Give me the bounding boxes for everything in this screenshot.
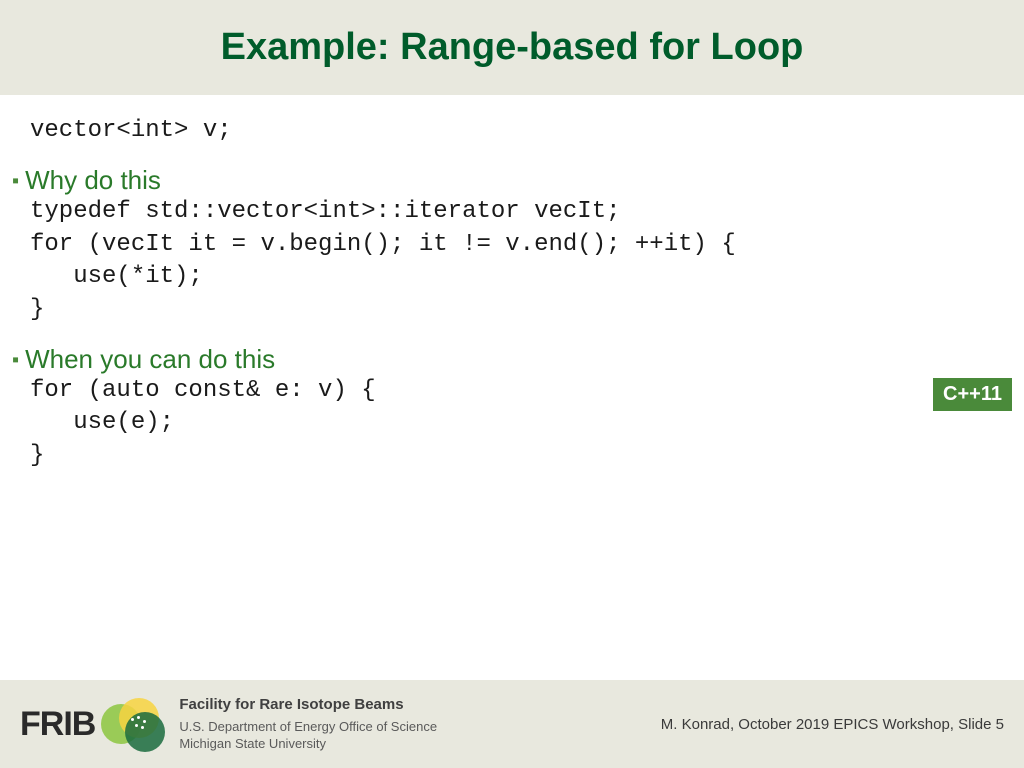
frib-logo-icon [101, 698, 165, 750]
footer-slide-info: M. Konrad, October 2019 EPICS Workshop, … [661, 716, 1004, 733]
footer: FRIB Facility for Rare Isotope Beams U.S… [0, 680, 1024, 768]
footer-line3: Michigan State University [179, 735, 437, 753]
section-header: ▪ Why do this [12, 165, 994, 196]
section-header: ▪ When you can do this [12, 344, 994, 375]
footer-org-text: Facility for Rare Isotope Beams U.S. Dep… [179, 695, 437, 752]
content-area: vector<int> v; ▪ Why do this typedef std… [0, 95, 1024, 472]
frib-logo-text: FRIB [20, 705, 95, 744]
bullet-icon: ▪ [12, 170, 19, 192]
section-code: typedef std::vector<int>::iterator vecIt… [30, 196, 994, 326]
slide-title: Example: Range-based for Loop [221, 26, 804, 69]
section-why: ▪ Why do this typedef std::vector<int>::… [30, 165, 994, 326]
cpp-version-badge: C++11 [933, 378, 1012, 411]
footer-line1: Facility for Rare Isotope Beams [179, 695, 437, 715]
footer-line2: U.S. Department of Energy Office of Scie… [179, 718, 437, 736]
section-code: for (auto const& e: v) { use(e); } [30, 375, 994, 472]
section-label: Why do this [25, 165, 161, 196]
bullet-icon: ▪ [12, 349, 19, 371]
section-when: ▪ When you can do this for (auto const& … [30, 344, 994, 472]
section-label: When you can do this [25, 344, 275, 375]
intro-code: vector<int> v; [30, 115, 994, 147]
title-bar: Example: Range-based for Loop [0, 0, 1024, 95]
